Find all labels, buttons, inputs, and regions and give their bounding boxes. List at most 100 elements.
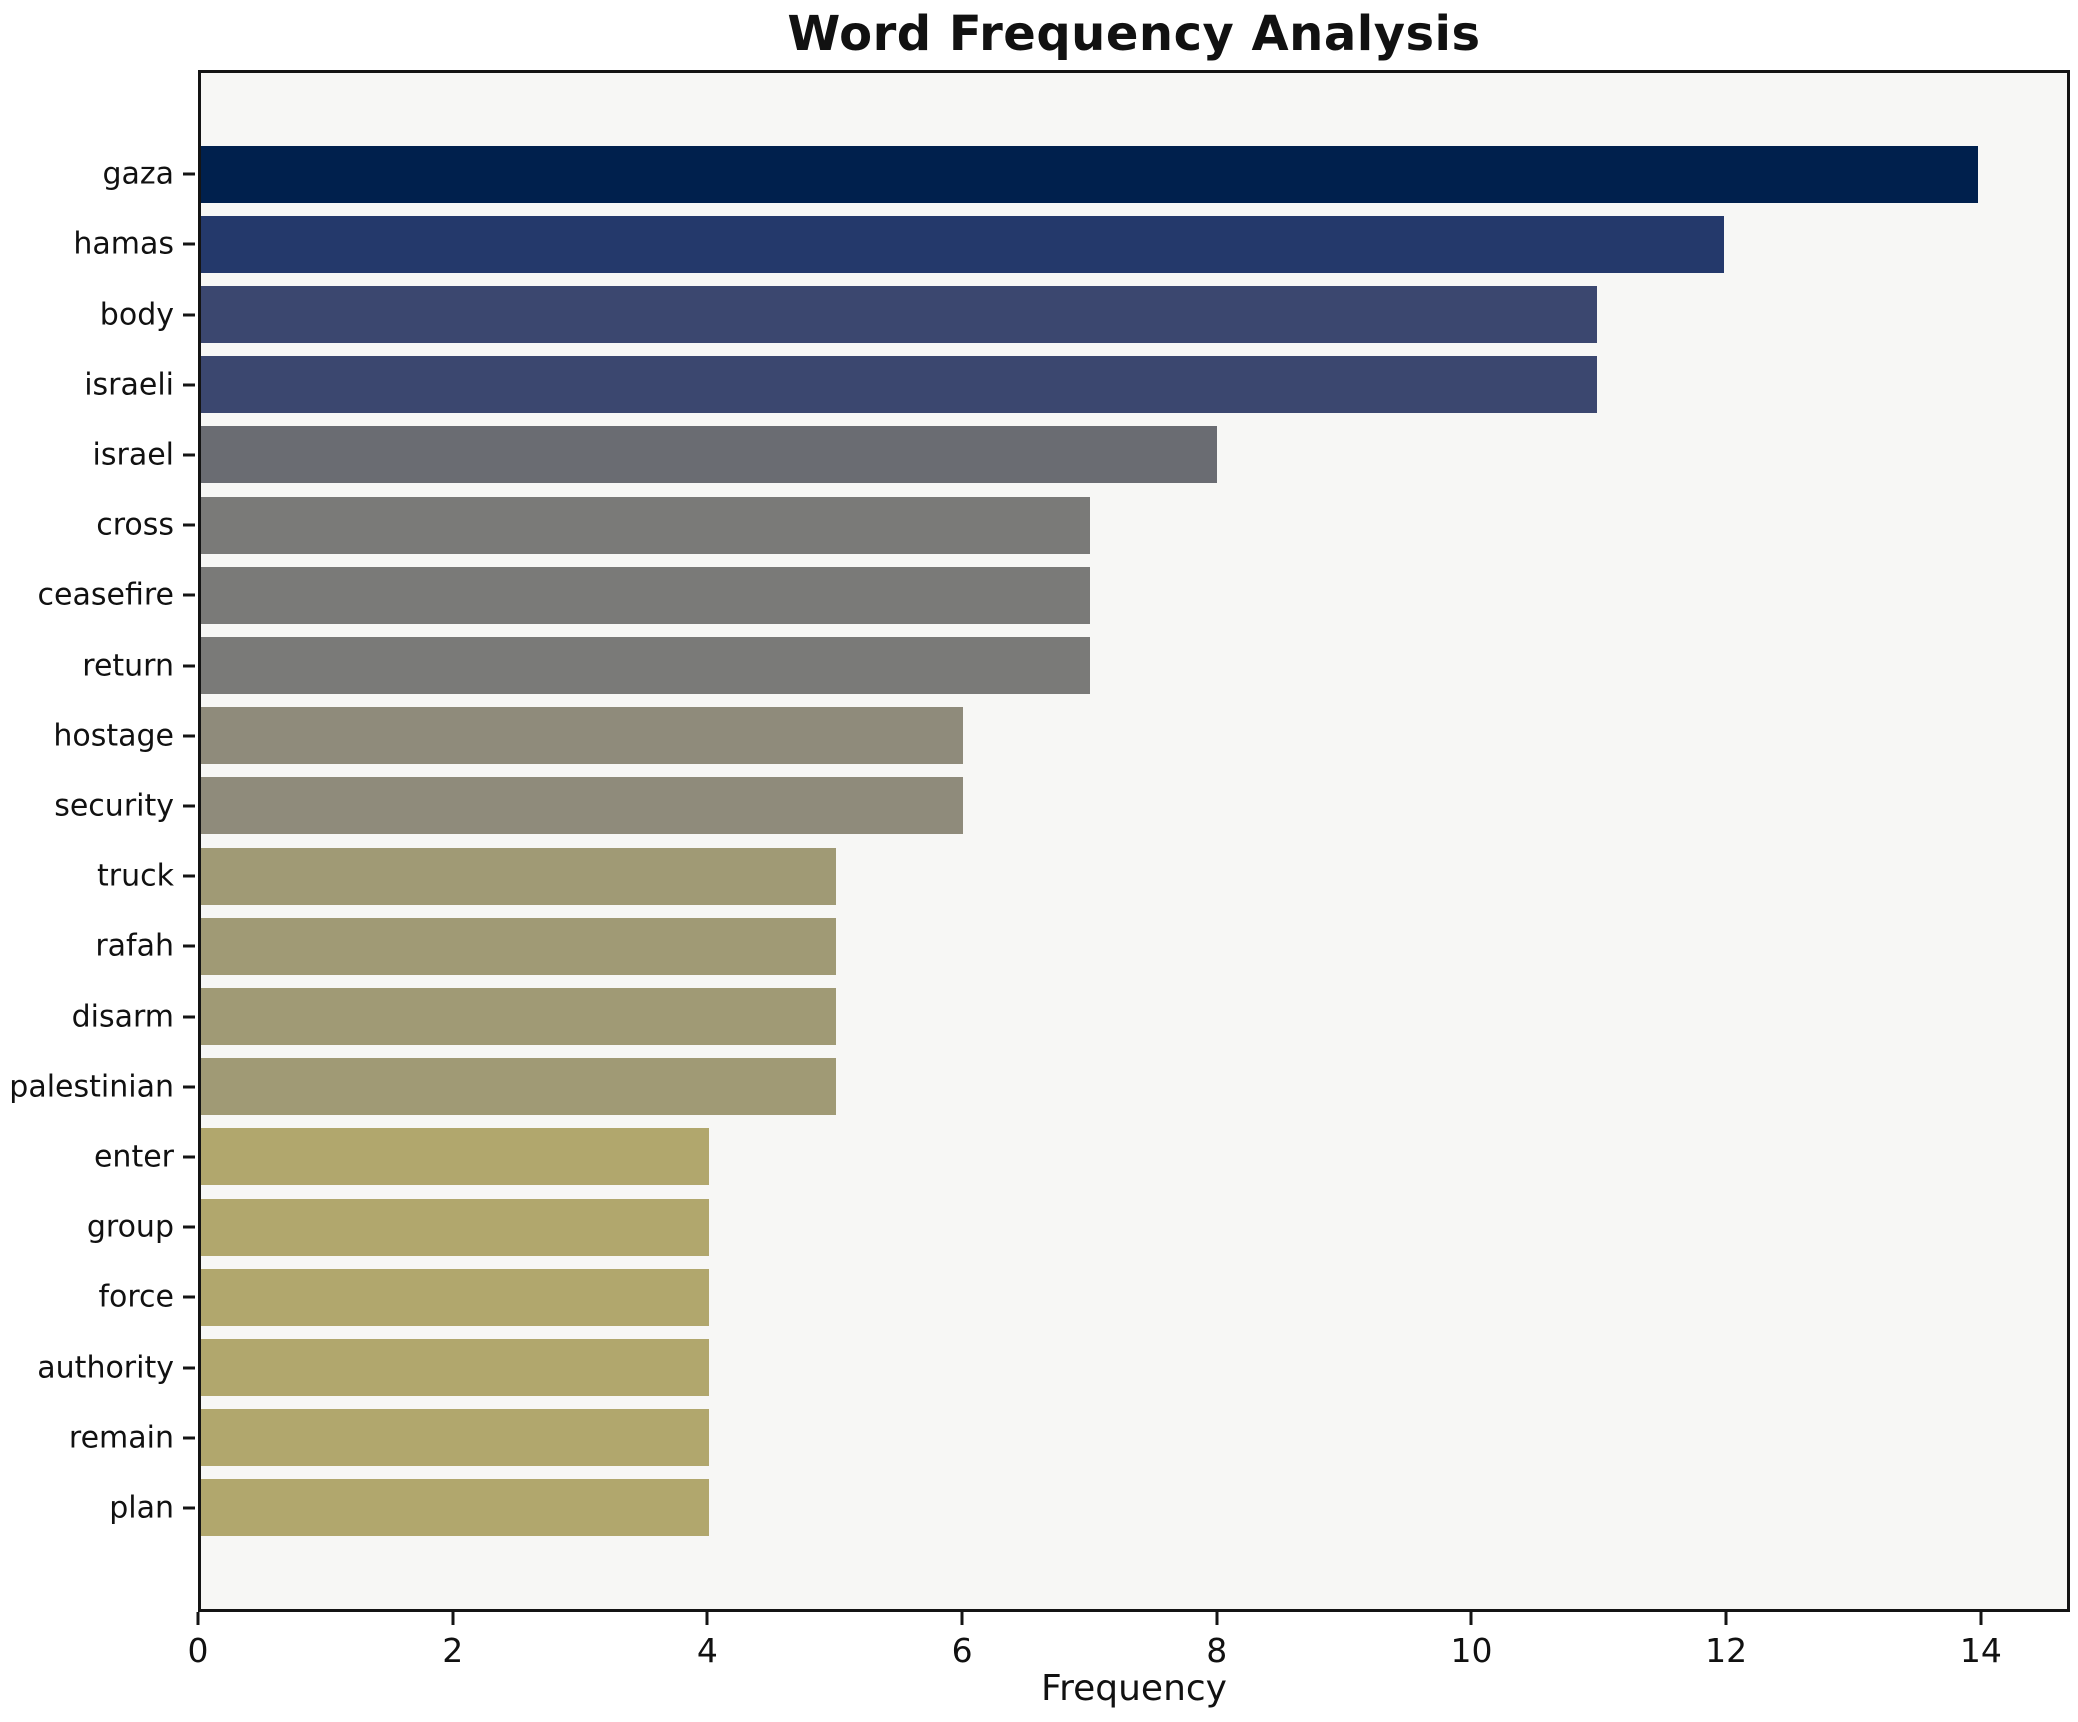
bar [201,988,836,1046]
bar [201,1198,709,1256]
bar [201,496,1090,554]
y-tick [183,1506,195,1510]
bar [201,1409,709,1467]
bar-row: authority [37,1332,2067,1402]
y-tick [183,664,195,668]
y-tick [183,804,195,808]
y-axis-label: hamas [73,226,174,262]
x-tick-label: 10 [1450,1631,1493,1670]
x-tick-label: 0 [187,1631,209,1670]
y-tick [183,1436,195,1440]
y-axis-label: israel [92,437,174,473]
bar-row: truck [97,841,2067,911]
y-axis-label: hostage [53,718,174,754]
bar [201,1339,709,1397]
bar-row: cross [96,490,2067,560]
x-tick [196,1612,200,1625]
bar-row: security [54,771,2067,841]
y-axis-label: israeli [84,367,174,403]
y-tick [183,313,195,316]
x-axis-title: Frequency [1041,1668,1227,1709]
y-axis-label: disarm [71,999,174,1035]
y-axis-label: ceasefire [37,577,174,613]
chart-title: Word Frequency Analysis [787,6,1481,62]
y-tick [183,1085,195,1089]
bar [201,356,1598,414]
bar-row: gaza [102,139,2067,209]
y-tick [183,1366,195,1370]
bar [201,1128,709,1186]
y-tick [183,1155,195,1159]
bar-row: hostage [53,701,2067,771]
bar-row: israel [93,420,2067,490]
bar [201,777,963,835]
bar-row: enter [94,1122,2067,1192]
x-tick-label: 12 [1705,1631,1748,1670]
bar-row: palestinian [9,1052,2067,1122]
x-tick [705,1612,709,1625]
bar [201,1268,709,1326]
y-tick [183,242,195,246]
y-axis-label: security [54,788,174,824]
y-axis-label: truck [97,858,174,894]
bar-row: plan [109,1473,2067,1543]
bar [201,145,1979,203]
x-tick [960,1612,964,1625]
bar-row: force [98,1262,2067,1332]
y-tick [183,734,195,738]
bars-layer: gaza hamas body israeli israel cross ceasefire… [9,73,2067,1609]
bar-row: remain [69,1403,2067,1473]
x-axis: 0 2 4 6 8 10 12 14 [188,1609,2070,1689]
bar [201,917,836,975]
y-tick [183,1225,195,1229]
y-tick [183,944,195,948]
y-axis-label: rafah [95,928,174,964]
x-tick [1469,1612,1473,1625]
y-tick [183,523,195,527]
y-axis-label: authority [37,1350,174,1386]
bar [201,1479,709,1537]
y-tick [183,383,195,387]
bar-row: rafah [95,911,2067,981]
y-axis-label: body [99,297,174,332]
y-tick [183,453,195,457]
y-axis-label: return [82,648,174,684]
bar-row: hamas [73,209,2067,279]
x-tick [1724,1612,1728,1625]
bar-row: ceasefire [38,560,2067,630]
bar [201,637,1090,695]
y-tick [183,593,195,597]
bar [201,215,1725,273]
y-axis-label: enter [93,1139,174,1175]
bar-row: body [100,279,2067,349]
bar-row: disarm [72,981,2067,1051]
bar-row: israeli [84,350,2067,420]
plot-area: gaza hamas body israeli israel cross ceasefire… [9,70,2070,1670]
y-tick [183,1015,195,1019]
y-tick [183,874,195,878]
x-tick [1215,1612,1219,1625]
bar [201,707,963,765]
bar-row: return [82,630,2067,700]
y-axis-label: plan [109,1490,174,1526]
y-axis-label: group [86,1209,174,1245]
bar [201,286,1598,343]
x-tick-label: 2 [442,1631,464,1670]
bar [201,426,1217,484]
y-axis-label: remain [68,1420,174,1456]
x-tick-label: 14 [1959,1631,2002,1670]
y-axis-label: cross [96,507,174,543]
x-tick [451,1612,455,1625]
y-axis-label: palestinian [9,1069,174,1105]
y-tick [183,172,195,176]
x-tick-label: 4 [696,1631,718,1670]
y-tick [183,1295,195,1299]
x-tick-label: 8 [1206,1631,1228,1670]
x-tick-label: 6 [951,1631,973,1670]
bar [201,847,836,905]
bar-row: group [87,1192,2067,1262]
y-axis-label: gaza [102,156,174,192]
bar [201,566,1090,624]
x-tick [1979,1612,1983,1625]
